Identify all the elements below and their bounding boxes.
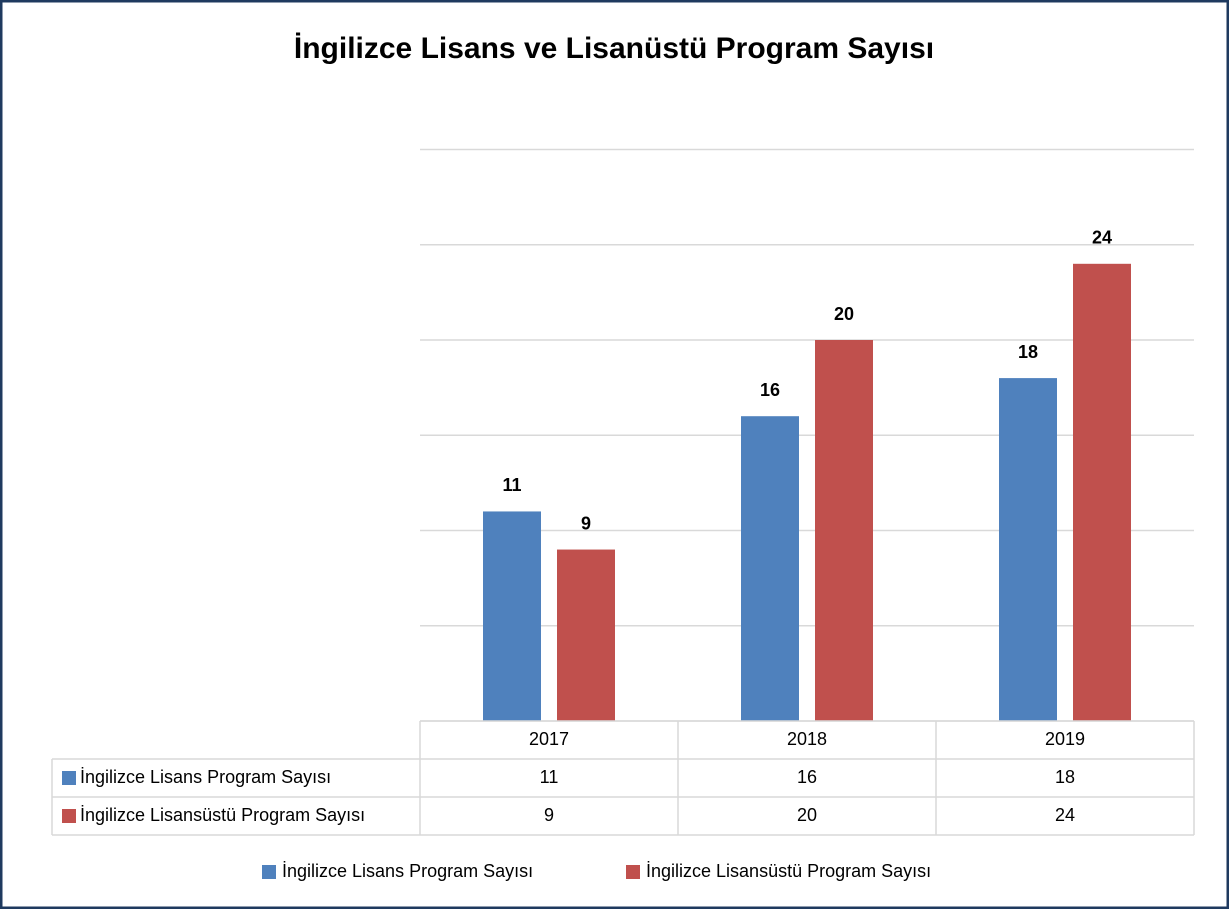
- data-label: 16: [760, 380, 780, 400]
- legend-label: İngilizce Lisansüstü Program Sayısı: [646, 861, 931, 881]
- x-tick-label: 2019: [1045, 729, 1085, 749]
- x-tick-label: 2018: [787, 729, 827, 749]
- legend-key: [262, 865, 276, 879]
- data-label: 18: [1018, 342, 1038, 362]
- data-label: 20: [834, 304, 854, 324]
- data-label: 11: [502, 475, 521, 495]
- table-value: 18: [1055, 767, 1075, 787]
- table-legend-key: [62, 771, 76, 785]
- bar: [483, 511, 541, 721]
- table-value: 24: [1055, 805, 1075, 825]
- bar: [999, 378, 1057, 721]
- legend-label: İngilizce Lisans Program Sayısı: [282, 861, 533, 881]
- bar: [815, 340, 873, 721]
- table-series-name: İngilizce Lisans Program Sayısı: [80, 767, 331, 787]
- bar: [741, 416, 799, 721]
- data-label: 9: [581, 513, 591, 533]
- table-value: 16: [797, 767, 817, 787]
- table-value: 9: [544, 805, 554, 825]
- legend-key: [626, 865, 640, 879]
- bar: [1073, 263, 1131, 721]
- table-value: 20: [797, 805, 817, 825]
- table-value: 11: [540, 767, 559, 787]
- x-tick-label: 2017: [529, 729, 569, 749]
- bar: [557, 549, 615, 721]
- chart-title: İngilizce Lisans ve Lisanüstü Program Sa…: [294, 32, 934, 65]
- table-legend-key: [62, 809, 76, 823]
- data-label: 24: [1092, 228, 1112, 248]
- table-series-name: İngilizce Lisansüstü Program Sayısı: [80, 805, 365, 825]
